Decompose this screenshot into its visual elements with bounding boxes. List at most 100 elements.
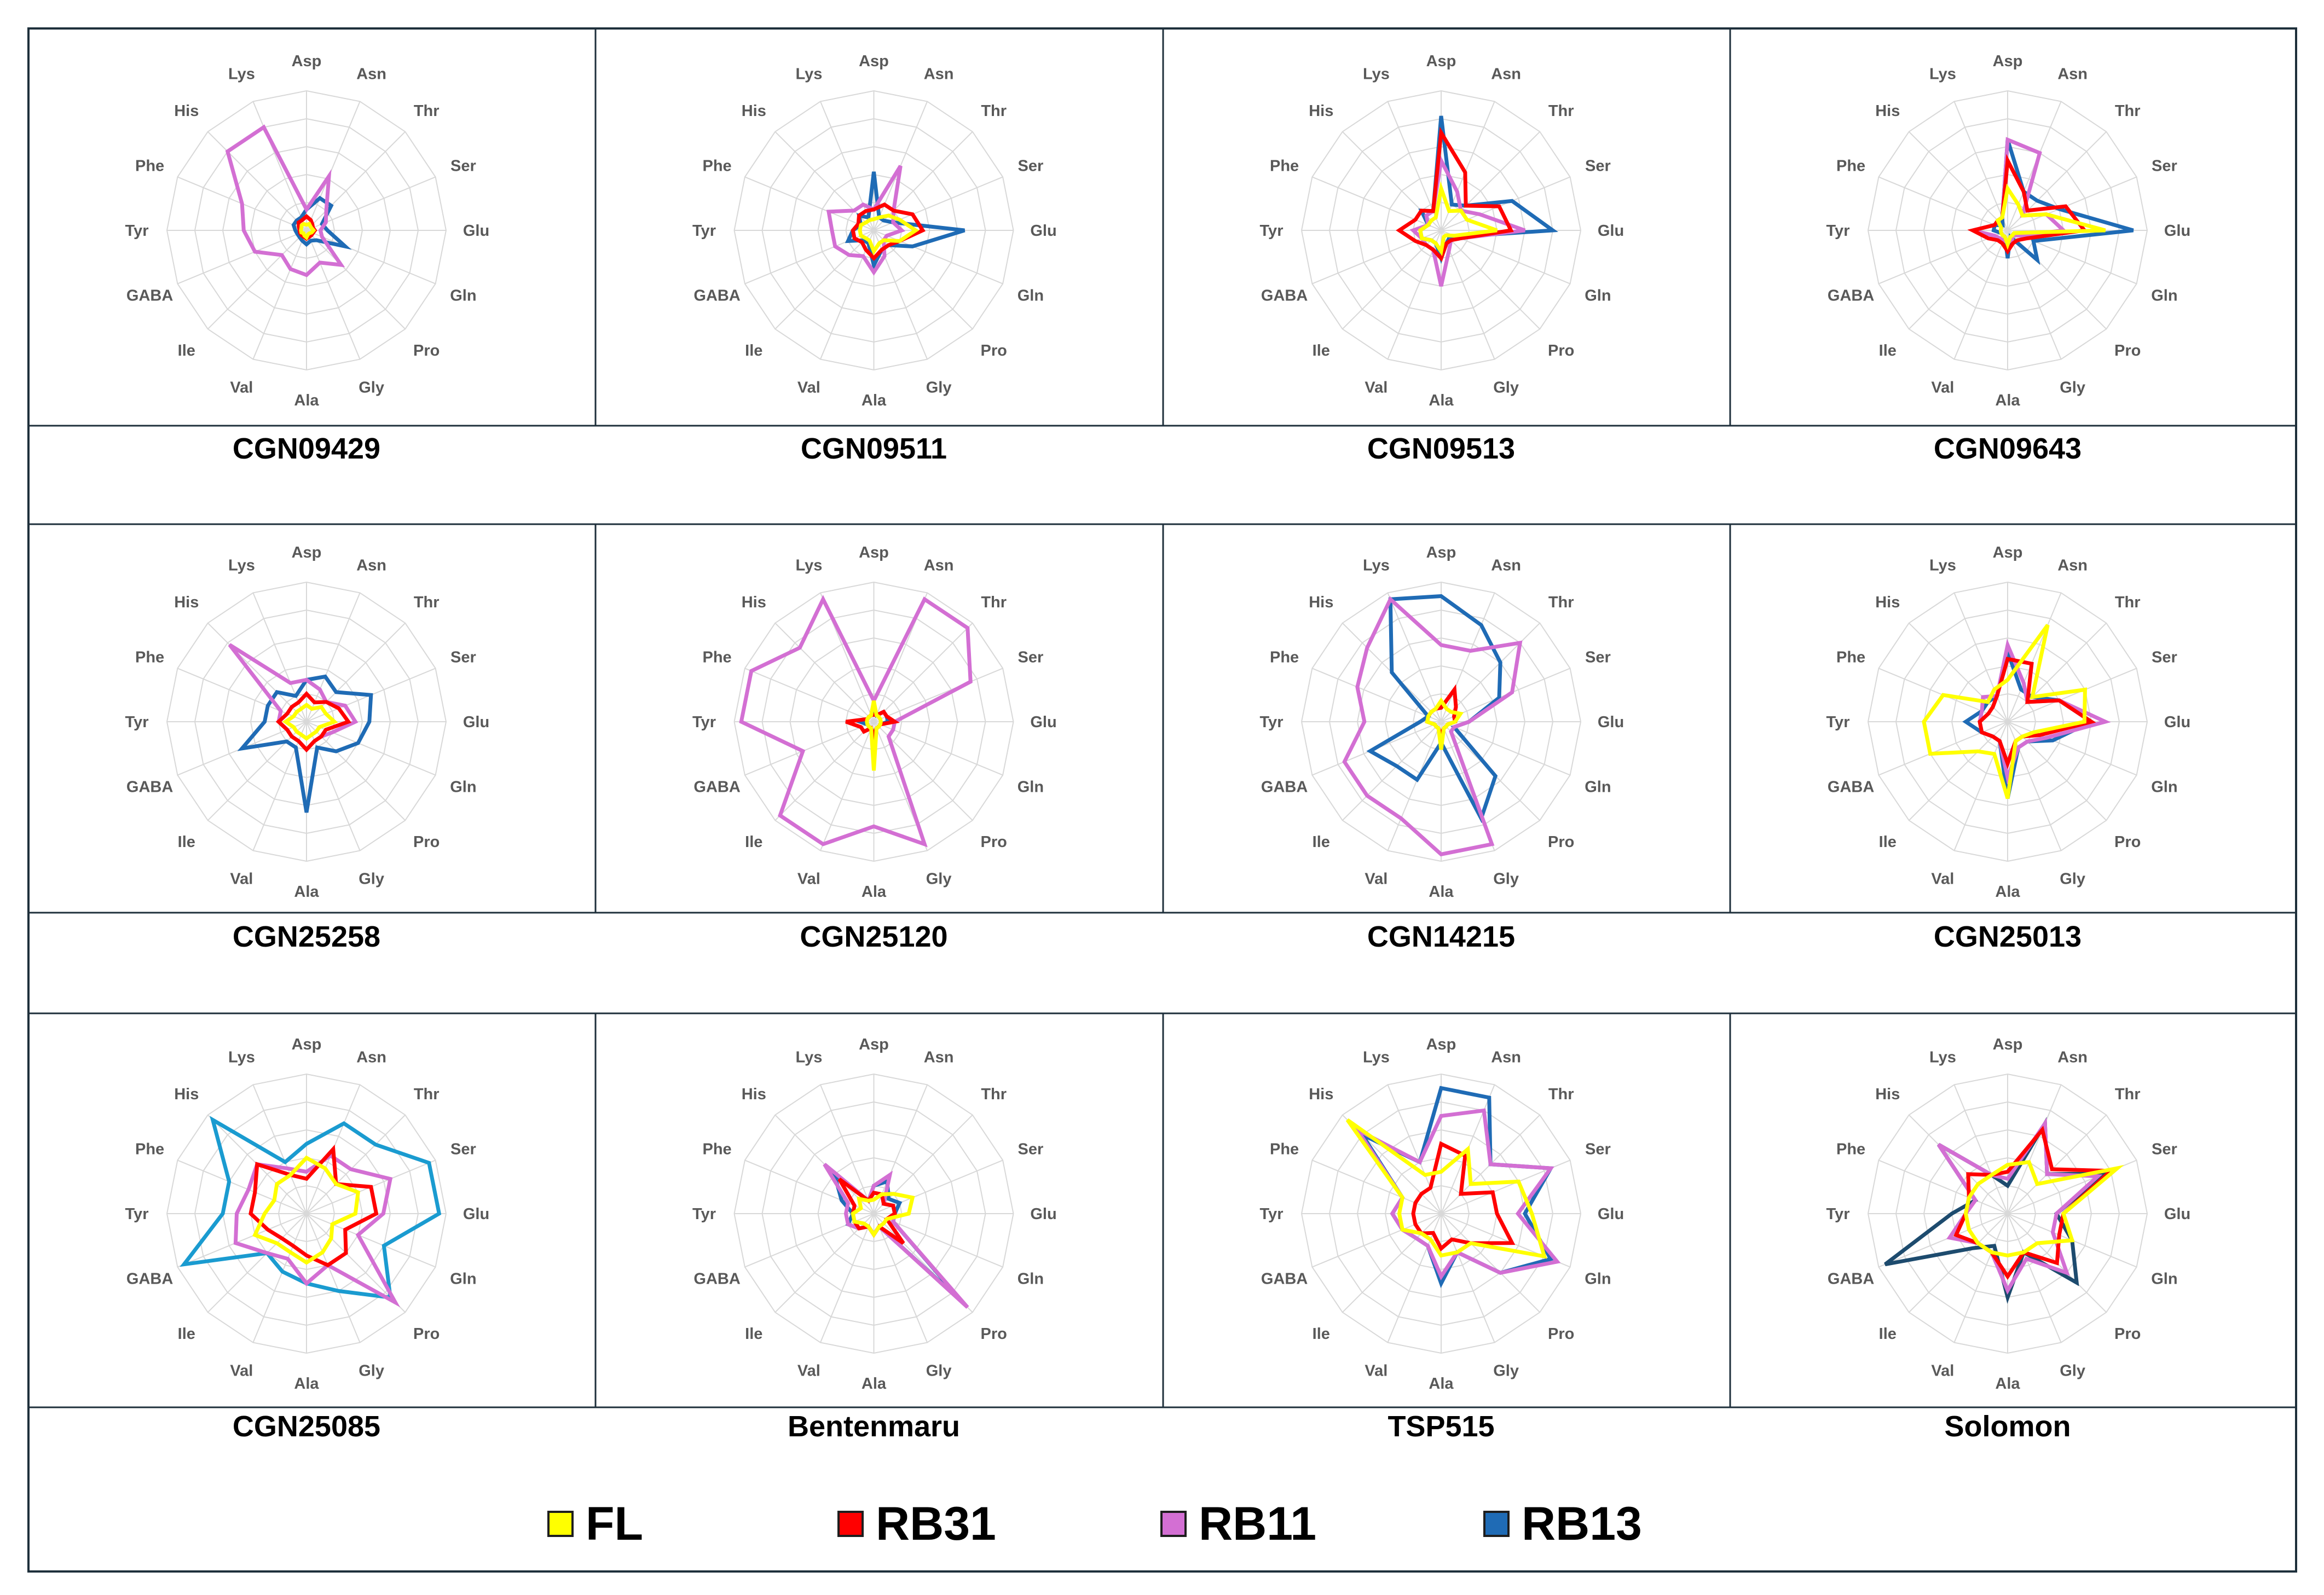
grid-spoke [1342,1213,1442,1313]
axis-label-ala: Ala [1429,392,1454,409]
axis-label-phe: Phe [703,157,732,175]
series-fl-cgn25013 [1922,624,2087,799]
grid-spoke [1312,176,1442,231]
grid-spoke [1953,593,2008,722]
grid-spoke [744,721,874,776]
axis-label-thr: Thr [414,594,440,611]
grid-spoke [1953,1213,2008,1343]
legend-label-rb11: RB11 [1199,1497,1317,1550]
axis-label-ile: Ile [745,1325,762,1343]
axis-label-pro: Pro [1548,1325,1574,1343]
grid-spoke [306,622,406,722]
grid-spoke [819,230,875,359]
chart-title-solomon: Solomon [1945,1410,2071,1443]
axis-label-ser: Ser [1018,648,1044,666]
axis-label-tyr: Tyr [125,222,149,240]
axis-label-val: Val [1931,870,1954,888]
grid-spoke [1953,101,2008,231]
axis-label-ser: Ser [450,1140,476,1158]
grid-spoke [1908,230,2008,330]
grid-spoke [873,622,973,722]
radar-chart-cgn25258: Asp Asn Thr Ser Glu Gln Pro Gly Ala Val Ile GABA Tyr… [27,524,597,953]
axis-label-ile: Ile [745,833,762,851]
axis-label-pro: Pro [981,342,1007,359]
grid-spoke [306,593,361,722]
axis-label-asn: Asn [1491,66,1521,83]
series-rb31-cgn25258 [275,691,352,753]
axis-label-ala: Ala [862,392,887,409]
series-fl-solomon [1963,1159,2124,1258]
grid-spoke [1441,1213,1541,1313]
axis-label-his: His [1875,594,1900,611]
chart-title-cgn25085: CGN25085 [233,1410,380,1443]
axis-label-his: His [742,1086,766,1103]
chart-title-cgn09429: CGN09429 [233,432,380,465]
axis-label-asp: Asp [1993,53,2023,70]
axis-label-gln: Gln [1585,1271,1611,1288]
grid-spoke [1441,230,1541,330]
grid-spoke [1441,721,1570,776]
axis-label-phe: Phe [703,1140,732,1158]
grid-spoke [1312,1159,1442,1214]
axis-label-val: Val [797,379,820,396]
axis-label-ser: Ser [2152,1140,2177,1158]
axis-label-ser: Ser [1018,1140,1044,1158]
axis-label-thr: Thr [1548,102,1574,120]
axis-label-val: Val [230,379,253,396]
axis-label-pro: Pro [1548,342,1574,359]
radar-chart-solomon: Asp Asn Thr Ser Glu Gln Pro Gly Ala Val Ile GABA Tyr… [1729,1013,2297,1443]
series-rb31-solomon [1953,1126,2116,1280]
axis-label-asp: Asp [1426,1036,1456,1053]
grid-spoke [306,131,406,231]
chart-title-cgn25120: CGN25120 [800,920,947,953]
grid-spoke [177,230,307,285]
grid-spoke [874,668,1003,722]
axis-label-ile: Ile [1313,1325,1330,1343]
axis-label-ala: Ala [1995,1375,2020,1393]
grid-spoke [819,721,875,851]
grid-spoke [1312,1213,1442,1268]
axis-label-gaba: GABA [126,779,173,796]
grid-spoke [207,131,307,231]
axis-label-gly: Gly [926,870,952,888]
axis-label-glu: Glu [463,714,489,731]
axis-label-pro: Pro [413,833,440,851]
axis-label-phe: Phe [1270,1140,1299,1158]
grid-spoke [1878,176,2008,231]
series-fl-cgn25120 [865,700,883,771]
axis-label-thr: Thr [1548,1086,1574,1103]
grid-spoke [1441,131,1541,231]
axis-label-his: His [174,594,199,611]
axis-label-gln: Gln [450,287,476,305]
axis-label-his: His [1309,102,1333,120]
axis-label-gly: Gly [359,870,384,888]
legend-item-rb13: RB13 [1483,1477,1642,1570]
series-rb31-cgn09643 [1967,154,2088,255]
axis-label-phe: Phe [135,1140,164,1158]
axis-label-gaba: GABA [1261,287,1308,305]
axis-label-lys: Lys [795,1049,822,1066]
axis-label-asn: Asn [1491,557,1521,575]
axis-label-ser: Ser [1585,1140,1611,1158]
legend-swatch-rb31 [837,1511,864,1537]
axis-label-gaba: GABA [693,287,740,305]
grid-spoke [306,721,406,821]
grid-spoke [177,1159,307,1214]
grid-spoke [744,176,874,231]
axis-label-phe: Phe [1270,648,1299,666]
axis-label-thr: Thr [414,1086,440,1103]
series-rb11-cgn09511 [826,165,906,276]
grid-spoke [1387,593,1442,722]
radar-chart-cgn09429: Asp Asn Thr Ser Glu Gln Pro Gly Ala Val Ile GABA Tyr… [27,28,597,465]
grid-spoke [1908,721,2008,821]
grid-spoke [2007,1213,2062,1343]
legend-swatch-rb13 [1483,1511,1510,1537]
axis-label-his: His [174,102,199,120]
legend-label-fl: FL [586,1497,644,1550]
grid-spoke [2007,230,2062,359]
axis-label-val: Val [230,870,253,888]
axis-label-asn: Asn [2057,557,2088,575]
axis-label-asp: Asp [859,1036,889,1053]
axis-label-thr: Thr [2115,594,2141,611]
axis-label-gln: Gln [1018,779,1044,796]
